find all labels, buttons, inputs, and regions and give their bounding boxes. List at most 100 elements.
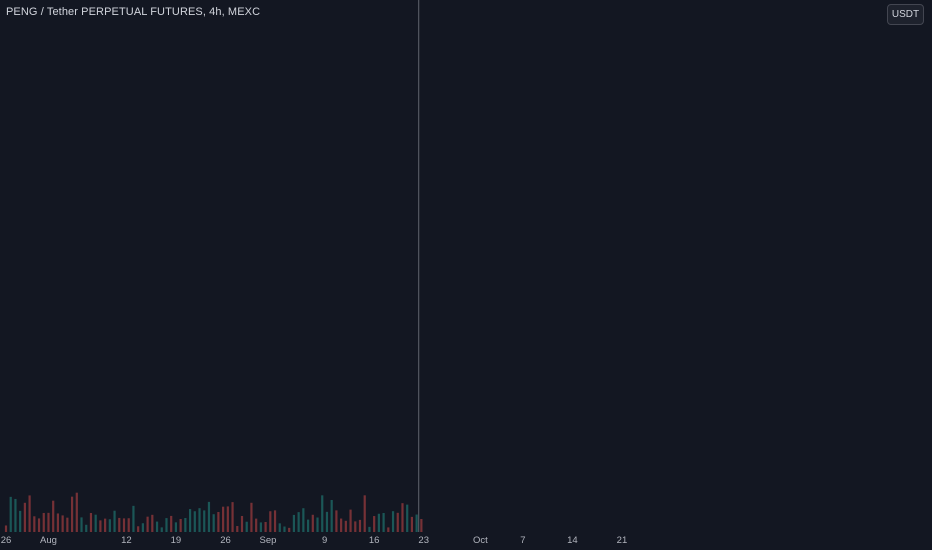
- volume-bar: [245, 521, 248, 532]
- volume-bar: [113, 510, 116, 532]
- currency-button[interactable]: USDT: [887, 4, 924, 25]
- time-axis-tick: Oct: [473, 535, 488, 546]
- volume-bar: [66, 517, 69, 532]
- price-axis-background: [884, 0, 932, 550]
- volume-bar: [231, 502, 234, 532]
- volume-bar: [377, 513, 380, 532]
- volume-bar: [311, 514, 314, 532]
- volume-bar: [151, 514, 154, 532]
- volume-bar: [193, 511, 196, 532]
- volume-bar: [137, 526, 140, 532]
- volume-bar: [85, 524, 88, 532]
- volume-bar: [118, 517, 121, 532]
- volume-bar: [70, 496, 74, 532]
- time-axis-tick: 19: [171, 535, 182, 546]
- volume-bar: [108, 519, 111, 532]
- volume-bar: [401, 503, 404, 532]
- time-axis-tick: Aug: [40, 535, 57, 546]
- volume-bar: [75, 492, 78, 532]
- volume-bar: [255, 518, 258, 532]
- volume-bar: [127, 518, 130, 532]
- volume-bar: [250, 502, 253, 532]
- volume-bar: [340, 518, 343, 532]
- volume-bar: [391, 511, 395, 532]
- volume-bar: [306, 519, 310, 532]
- time-axis-tick: 9: [322, 535, 327, 546]
- volume-bar: [288, 527, 291, 532]
- volume-bar: [292, 514, 296, 532]
- volume-bar: [52, 500, 55, 532]
- volume-bar: [37, 518, 41, 532]
- volume-bar: [9, 496, 12, 532]
- volume-bar: [273, 510, 277, 532]
- volume-bar: [28, 495, 31, 532]
- volume-bar: [373, 516, 376, 532]
- volume-bar: [226, 506, 229, 532]
- volume-bar: [33, 516, 36, 532]
- volume-bar: [4, 525, 8, 532]
- volume-bar: [335, 510, 338, 532]
- volume-bar: [170, 515, 173, 532]
- time-axis-tick: 26: [220, 535, 231, 546]
- volume-bar: [368, 526, 371, 532]
- volume-bar: [212, 514, 215, 532]
- volume-bar: [259, 522, 262, 532]
- volume-bar: [188, 509, 192, 532]
- time-axis-tick: Sep: [260, 535, 277, 546]
- time-axis-tick: 12: [121, 535, 132, 546]
- volume-bar: [184, 517, 187, 532]
- volume-bar: [297, 512, 300, 532]
- volume-bar: [278, 523, 281, 532]
- volume-bar: [99, 520, 102, 532]
- volume-bar: [132, 505, 135, 532]
- volume-bar: [410, 516, 414, 532]
- volume-bar: [165, 518, 168, 532]
- volume-bar: [240, 515, 244, 532]
- volume-bar: [415, 514, 418, 532]
- chart-title: PENG / Tether PERPETUAL FUTURES, 4h, MEX…: [6, 6, 261, 18]
- time-axis-tick: 23: [418, 535, 429, 546]
- volume-bar: [42, 512, 45, 532]
- volume-bar: [207, 501, 211, 532]
- volume-bar: [104, 518, 107, 532]
- volume-bar: [94, 514, 97, 532]
- volume-bar: [222, 506, 225, 532]
- volume-bar: [325, 511, 329, 532]
- time-axis-tick: 7: [520, 535, 525, 546]
- volume-bar: [61, 515, 64, 532]
- volume-bar: [363, 495, 366, 532]
- volume-bar: [358, 519, 362, 532]
- volume-bar: [80, 517, 83, 532]
- volume-bar: [146, 516, 149, 532]
- volume-bar: [344, 520, 347, 532]
- volume-bar: [174, 522, 178, 532]
- volume-bar: [269, 511, 272, 532]
- time-axis-tick: 16: [369, 535, 380, 546]
- volume-layer: [4, 492, 423, 532]
- volume-bar: [198, 508, 201, 532]
- volume-bar: [141, 523, 144, 532]
- volume-bar: [330, 499, 333, 532]
- volume-bar: [203, 510, 206, 532]
- time-axis-tick: 21: [617, 535, 628, 546]
- volume-bar: [396, 512, 399, 532]
- volume-bar: [406, 504, 409, 532]
- volume-bar: [160, 527, 163, 532]
- volume-bar: [23, 502, 26, 532]
- volume-bar: [420, 519, 423, 532]
- volume-bar: [89, 512, 93, 532]
- volume-bar: [283, 526, 286, 532]
- volume-bar: [316, 517, 319, 532]
- volume-bar: [14, 498, 17, 532]
- volume-bar: [349, 509, 352, 532]
- time-axis-tick: 26: [1, 535, 12, 546]
- volume-bar: [236, 526, 239, 532]
- volume-bar: [387, 527, 390, 532]
- time-axis-tick: 14: [567, 535, 578, 546]
- volume-bar: [217, 512, 220, 532]
- volume-bar: [302, 508, 305, 532]
- volume-bar: [56, 513, 60, 532]
- volume-bar: [179, 518, 182, 532]
